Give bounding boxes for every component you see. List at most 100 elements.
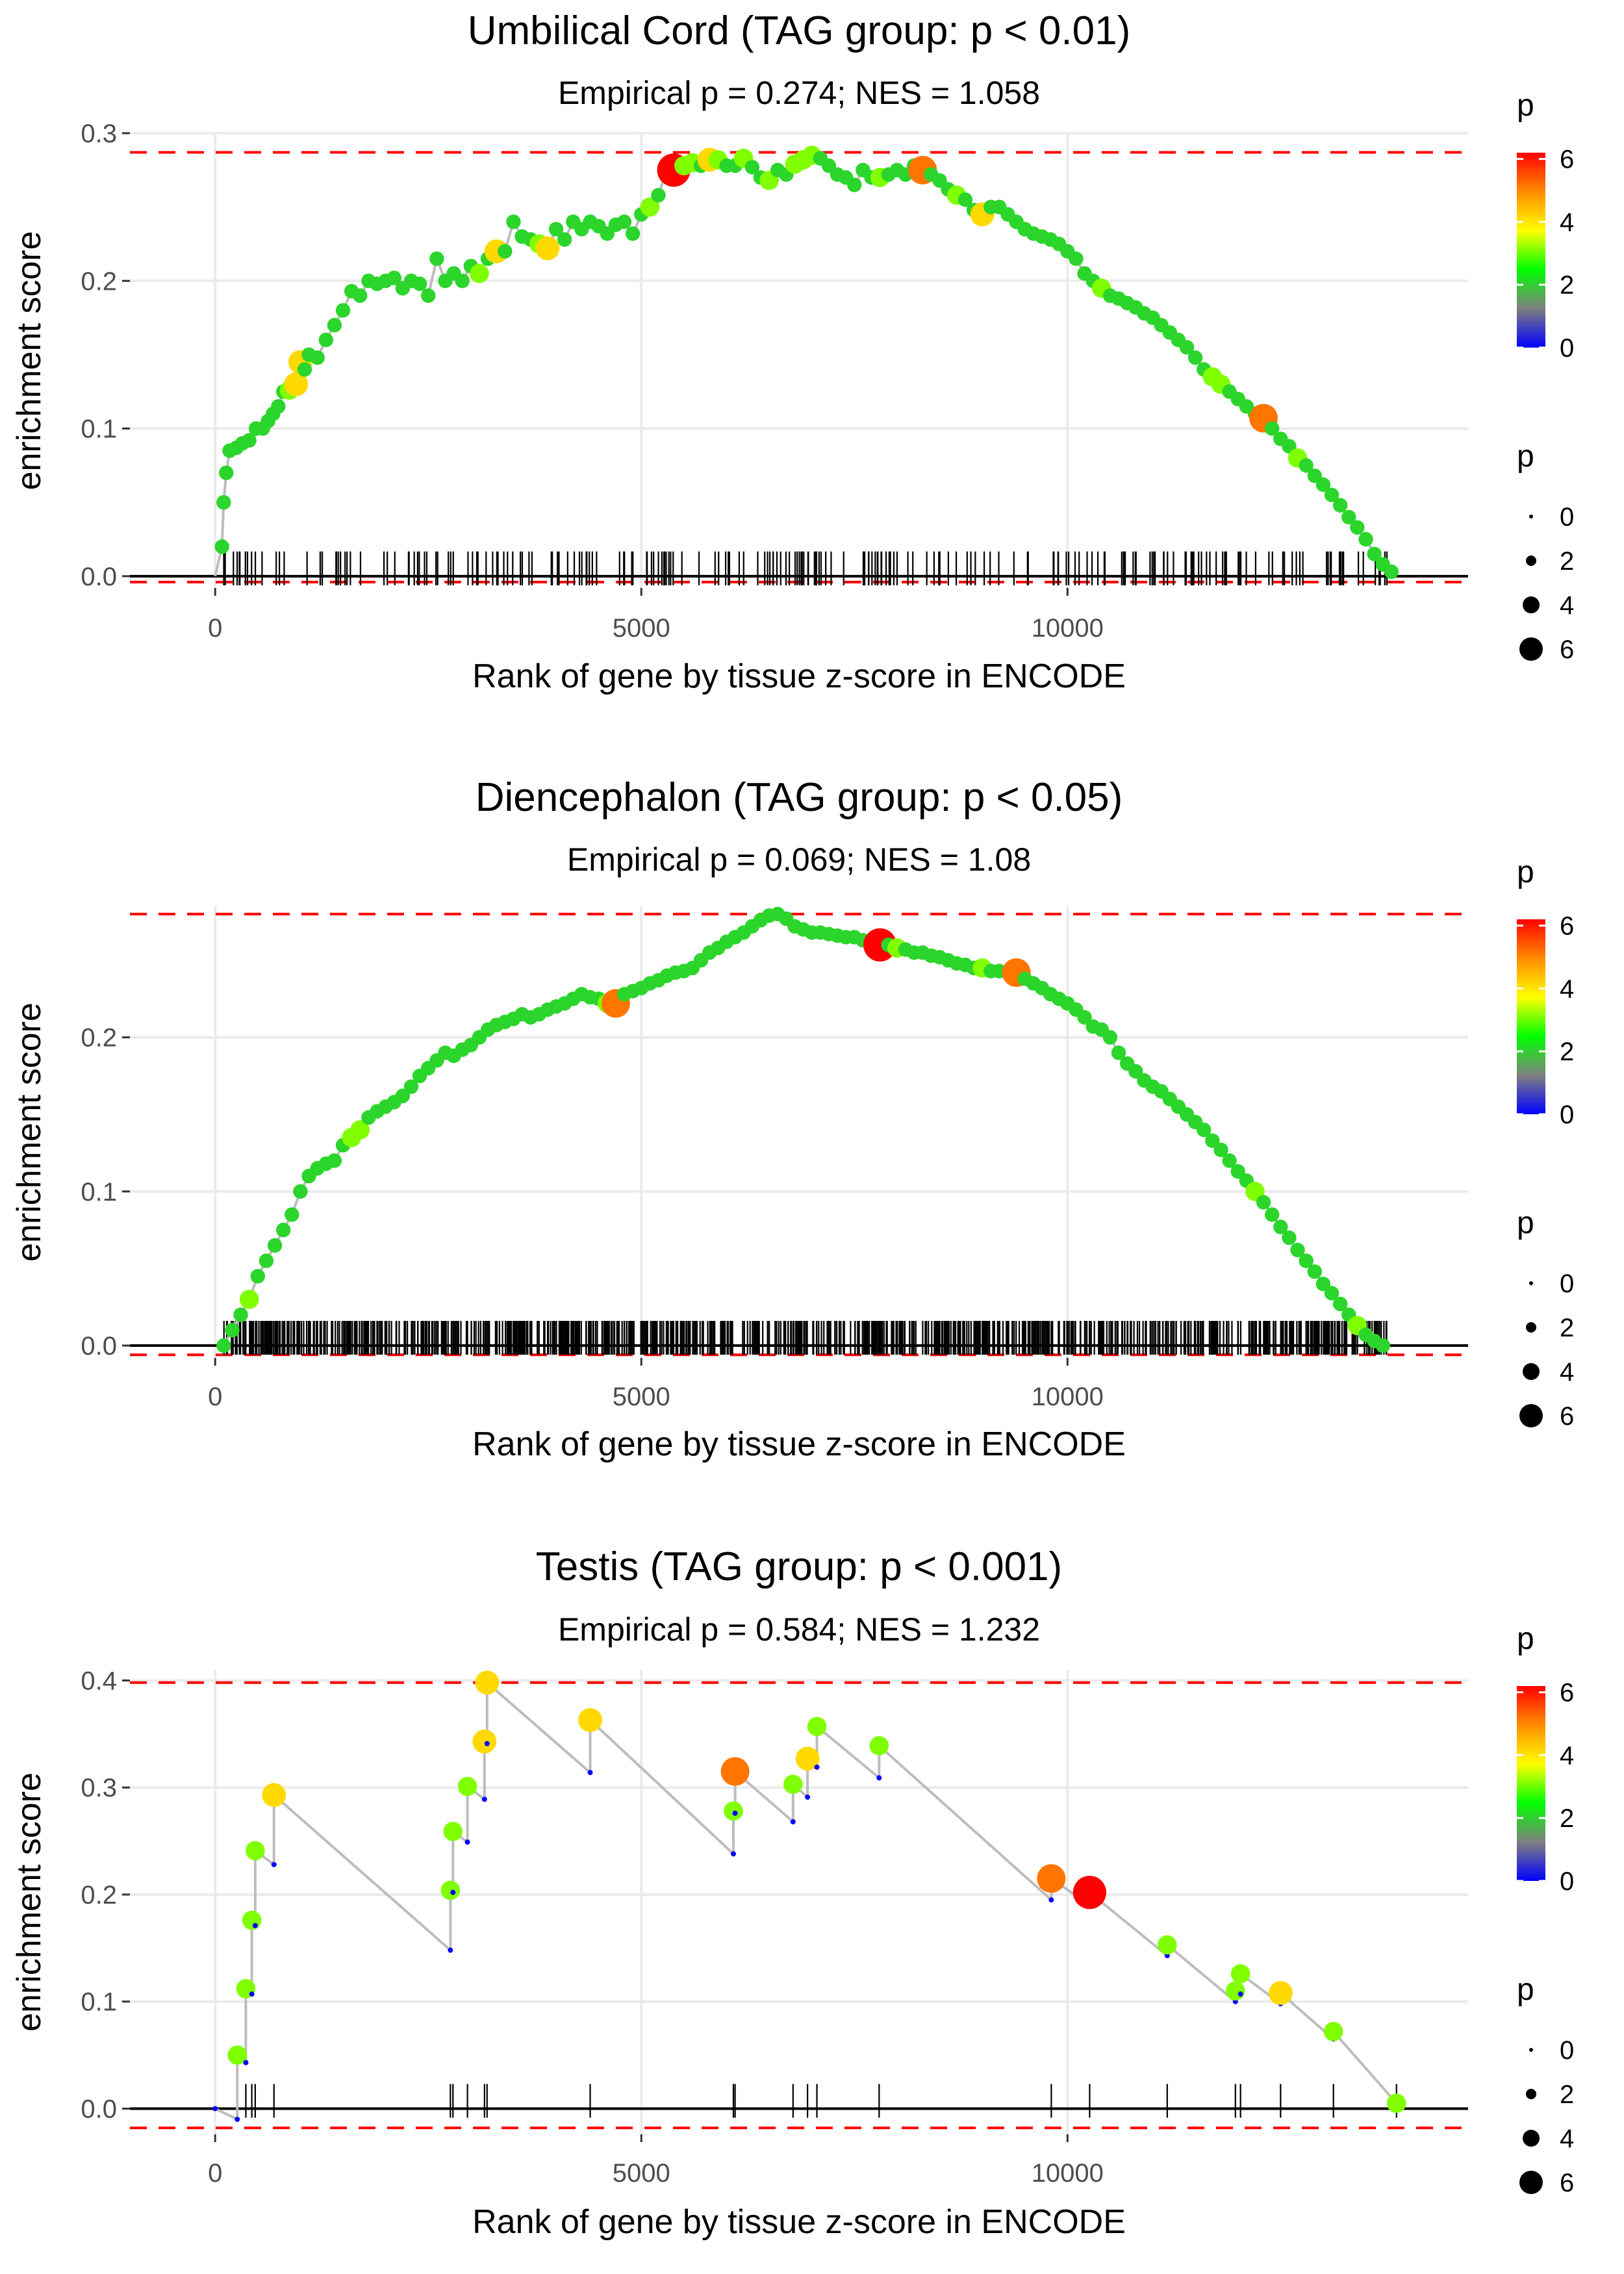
enrichment-point [271,399,286,414]
x-axis-label: Rank of gene by tissue z-score in ENCODE [472,1425,1126,1463]
enrichment-point [557,232,572,247]
enrichment-point [353,288,368,303]
enrichment-point [1386,2093,1406,2114]
enrichment-point [1341,509,1356,525]
y-tick-label: 0.3 [81,120,117,148]
enrichment-point [1358,531,1373,547]
enrichment-point [587,1770,593,1776]
enrichment-point [448,1947,453,1953]
x-tick-label: 10000 [1032,1383,1104,1411]
enrichment-point [387,270,401,285]
enrichment-point [249,1991,255,1997]
enrichment-point [243,2060,249,2065]
enrichment-point [1111,1045,1126,1060]
enrichment-point [1324,487,1339,503]
gene-rug [223,551,1388,585]
chart-panel-2: Diencephalon (TAG group: p < 0.05) Empiri… [10,775,1574,1463]
y-tick-label: 0.4 [81,1667,117,1695]
enrichment-point [285,1207,299,1222]
enrichment-point [267,1238,283,1253]
enrichment-point [1315,1276,1331,1292]
size-legend-dot [1529,1281,1533,1285]
enrichment-point [1256,1195,1271,1210]
size-legend-label: 0 [1560,2036,1574,2065]
enrichment-point [242,1910,262,1930]
enrichment-point [1299,458,1313,473]
x-axis-label: Rank of gene by tissue z-score in ENCODE [472,2203,1126,2241]
enrichment-point [1230,1164,1245,1179]
size-legend-label: 0 [1560,503,1574,531]
enrichment-point [790,1819,796,1824]
color-legend-title: p [1517,88,1534,123]
chart-subtitle: Empirical p = 0.069; NES = 1.08 [567,841,1031,878]
y-tick-label: 0.0 [81,1332,117,1361]
y-tick-label: 0.2 [81,1024,117,1053]
enrichment-point [284,372,309,396]
enrichment-point [1205,1133,1220,1148]
enrichment-point [212,2106,218,2112]
enrichment-point [327,318,342,333]
enrichment-point [1307,1264,1323,1279]
enrichment-point [235,2116,240,2122]
enrichment-point [250,1269,266,1284]
enrichment-point [225,1323,240,1338]
color-legend-label: 2 [1560,1038,1574,1066]
enrichment-point [1265,1207,1280,1222]
enrichment-point [625,226,641,241]
y-axis-label: enrichment score [10,1003,48,1262]
size-legend-title: p [1517,439,1534,474]
enrichment-point [1187,350,1203,365]
enrichment-point [958,192,973,207]
enrichment-point [1265,421,1280,436]
enrichment-point [395,1088,411,1103]
size-legend-label: 6 [1560,1402,1574,1431]
enrichment-point [847,177,862,192]
enrichment-point [481,1796,487,1802]
enrichment-point [1222,1153,1237,1168]
enrichment-point [271,1861,277,1867]
enrichment-point [506,214,521,229]
y-tick-label: 0.1 [81,1988,117,2017]
enrichment-point [246,1841,265,1861]
enrichment-point [578,1708,602,1732]
enrichment-point [730,1851,736,1857]
size-legend-label: 6 [1560,635,1574,664]
y-tick-label: 0.1 [81,415,117,444]
size-legend-label: 4 [1560,591,1574,620]
enrichment-point [1048,1897,1054,1903]
size-legend-dot [1523,1363,1540,1380]
size-legend-title: p [1517,1973,1534,2007]
size-legend-title: p [1517,1206,1534,1240]
enrichment-point [876,1775,882,1781]
enrichment-point [1213,1142,1228,1157]
y-tick-label: 0.2 [81,1881,117,1910]
color-legend-label: 0 [1560,1867,1574,1896]
enrichment-point [293,1184,308,1199]
enrichment-point [1384,564,1399,580]
size-legend-label: 2 [1560,2080,1574,2109]
enrichment-point [1290,1242,1305,1258]
size-legend-label: 4 [1560,2125,1574,2153]
size-legend-dot [1519,2171,1543,2194]
x-tick-label: 5000 [613,2159,670,2188]
enrichment-point [1273,1220,1288,1234]
size-legend-dot [1529,515,1533,518]
enrichment-point [1102,1030,1118,1045]
enrichment-point [464,1839,470,1845]
enrichment-point [216,494,231,510]
enrichment-point [1230,1964,1250,1984]
size-legend-label: 0 [1560,1270,1574,1298]
enrichment-score-line [214,153,1393,577]
enrichment-point [814,1764,820,1770]
enrichment-point [1158,1935,1177,1955]
size-legend-label: 2 [1560,547,1574,576]
enrichment-point [869,1736,889,1756]
enrichment-point [262,1783,286,1808]
y-tick-label: 0.0 [81,2095,117,2123]
enrichment-point [1128,1064,1143,1079]
enrichment-point [327,1153,342,1168]
enrichment-point [219,465,234,480]
color-legend-title: p [1517,855,1534,889]
x-tick-label: 0 [208,1383,222,1411]
